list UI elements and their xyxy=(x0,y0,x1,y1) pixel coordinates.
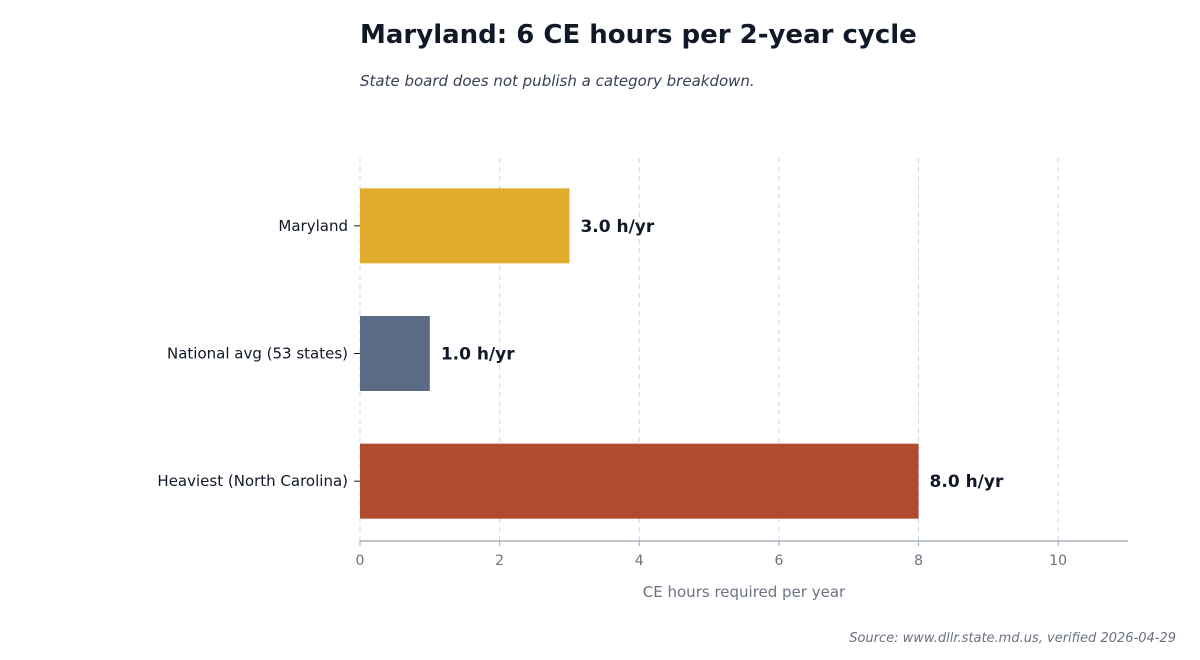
x-tick-label-2: 4 xyxy=(635,553,644,569)
bar-2 xyxy=(360,443,919,519)
x-tick-label-3: 6 xyxy=(774,553,783,569)
bar-1 xyxy=(360,316,430,391)
x-tick-label-5: 10 xyxy=(1049,553,1067,569)
data-label-2: 8.0 h/yr xyxy=(930,472,1004,492)
y-tick-label-1: National avg (53 states) xyxy=(167,345,348,363)
chart-subtitle: State board does not publish a category … xyxy=(360,72,755,90)
chart-title: Maryland: 6 CE hours per 2-year cycle xyxy=(360,20,917,50)
data-label-0: 3.0 h/yr xyxy=(580,217,654,237)
bar-0 xyxy=(360,188,570,264)
x-tick-label-4: 8 xyxy=(914,553,923,569)
source-note: Source: www.dllr.state.md.us, verified 2… xyxy=(849,631,1176,646)
x-tick-label-1: 2 xyxy=(495,553,504,569)
y-tick-label-0: Maryland xyxy=(278,217,348,235)
x-tick-label-0: 0 xyxy=(356,553,365,569)
data-label-1: 1.0 h/yr xyxy=(441,345,515,365)
y-tick-label-2: Heaviest (North Carolina) xyxy=(157,472,348,490)
x-axis-title: CE hours required per year xyxy=(643,583,846,601)
